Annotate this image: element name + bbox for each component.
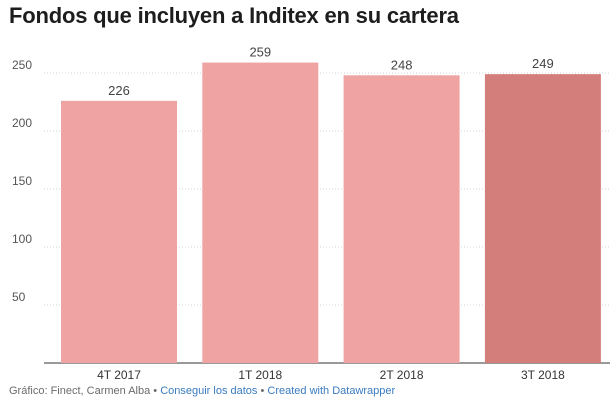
y-tick-label: 100 bbox=[12, 232, 32, 246]
separator: • bbox=[257, 385, 268, 397]
bars bbox=[61, 62, 601, 364]
y-tick-label: 200 bbox=[12, 116, 32, 130]
value-label: 248 bbox=[391, 57, 413, 72]
x-tick-label: 2T 2018 bbox=[380, 368, 424, 382]
y-axis-ticks: 50 100 150 200 250 bbox=[12, 58, 32, 304]
bar[interactable] bbox=[343, 75, 460, 363]
chart-footer: Gráfico: Finect, Carmen Alba • Conseguir… bbox=[9, 385, 395, 397]
x-tick-label: 1T 2018 bbox=[238, 368, 282, 382]
value-label: 226 bbox=[108, 83, 130, 98]
y-tick-label: 50 bbox=[12, 290, 26, 304]
value-labels: 226 259 248 249 bbox=[108, 45, 554, 98]
value-label: 249 bbox=[532, 56, 554, 71]
get-data-link[interactable]: Conseguir los datos bbox=[160, 385, 258, 397]
chart-title: Fondos que incluyen a Inditex en su cart… bbox=[9, 3, 459, 28]
y-tick-label: 150 bbox=[12, 174, 32, 188]
bar[interactable] bbox=[202, 62, 319, 364]
datawrapper-link[interactable]: Created with Datawrapper bbox=[267, 385, 396, 397]
value-label: 259 bbox=[249, 45, 271, 60]
bar[interactable] bbox=[484, 74, 601, 363]
bar[interactable] bbox=[61, 100, 177, 363]
x-tick-label: 3T 2018 bbox=[521, 368, 565, 382]
x-tick-label: 4T 2017 bbox=[97, 368, 141, 382]
credit-text: Gráfico: Finect, Carmen Alba bbox=[9, 385, 151, 397]
x-axis-labels: 4T 2017 1T 2018 2T 2018 3T 2018 bbox=[97, 368, 565, 382]
y-tick-label: 250 bbox=[12, 58, 32, 72]
separator: • bbox=[150, 385, 161, 397]
